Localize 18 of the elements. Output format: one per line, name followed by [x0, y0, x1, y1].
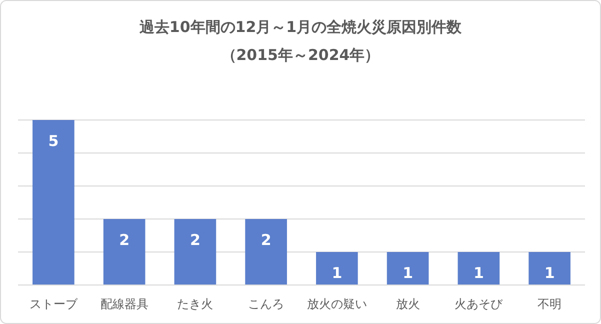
subtitle: （2015年～2024年）	[221, 46, 380, 64]
x-tick-label: ストーブ	[29, 297, 78, 311]
x-tick-label: 放火の疑い	[306, 297, 367, 311]
data-label: 1	[473, 264, 484, 282]
data-label: 1	[544, 264, 555, 282]
data-label: 2	[119, 231, 130, 249]
data-label: 2	[190, 231, 200, 249]
x-tick-label: 放火	[396, 297, 420, 311]
data-label: 2	[260, 231, 272, 249]
x-tick-label: 不明	[538, 297, 562, 311]
x-tick-label: たき火	[177, 297, 214, 311]
x-tick-label: こんろ	[248, 297, 284, 311]
data-label: 1	[332, 264, 342, 282]
x-tick-label: 配線器具	[100, 297, 148, 311]
data-label: 1	[402, 264, 414, 282]
title: 過去10年間の12月～1月の全焼火災原因別件数	[139, 18, 462, 36]
x-tick-label: 火あそび	[454, 297, 504, 311]
data-label: 5	[48, 132, 59, 150]
